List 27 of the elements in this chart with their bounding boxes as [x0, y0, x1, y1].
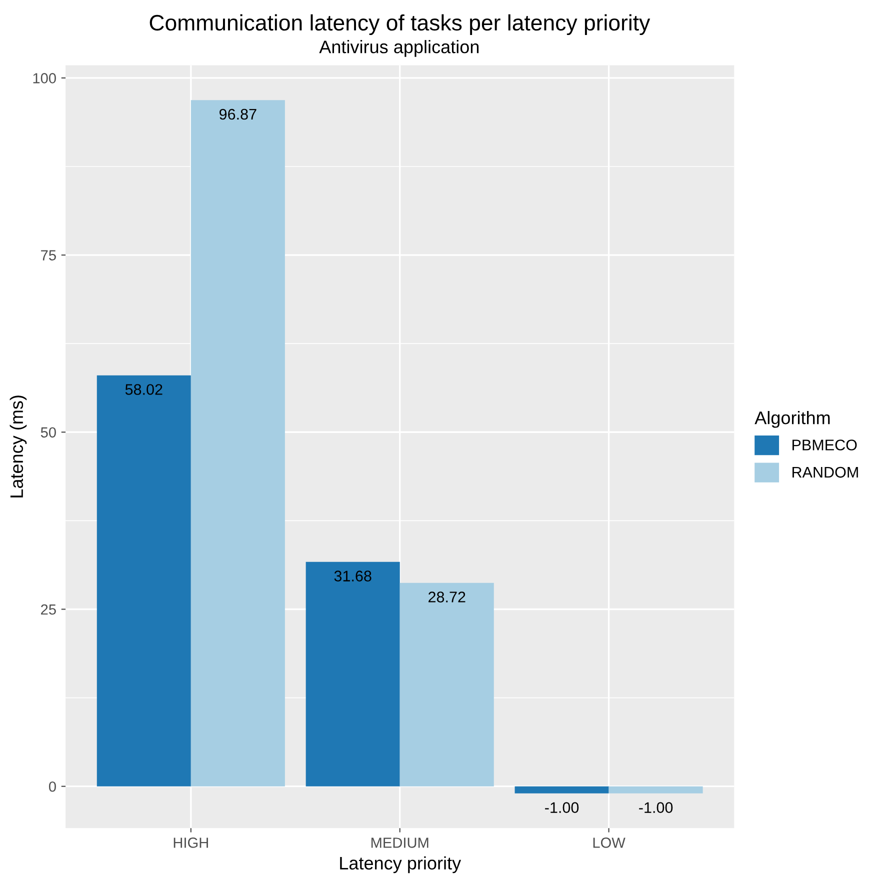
y-axis-title: Latency (ms)	[10, 396, 27, 498]
data-label: -1.00	[639, 802, 673, 813]
data-label: 31.68	[334, 570, 372, 582]
x-tick-label: HIGH	[174, 838, 208, 848]
legend-title: Algorithm	[754, 410, 830, 428]
data-label: -1.00	[545, 802, 579, 813]
data-label: 96.87	[220, 108, 256, 120]
legend-label: PBMECO	[792, 440, 857, 450]
bar	[608, 786, 703, 794]
bar	[400, 582, 494, 786]
bar	[190, 100, 285, 786]
y-tick-label: 100	[33, 73, 56, 84]
y-tick-label: 0	[48, 781, 56, 792]
bar	[514, 786, 609, 794]
bar	[306, 562, 400, 786]
chart-subtitle: Antivirus application	[319, 40, 479, 57]
chart-title: Communication latency of tasks per latency priority	[150, 14, 650, 36]
y-tick-label: 50	[40, 427, 56, 438]
y-tick-label: 75	[41, 250, 56, 260]
x-tick-label: LOW	[593, 838, 626, 848]
data-label: 28.72	[428, 592, 466, 602]
x-tick-label: MEDIUM	[371, 838, 428, 848]
x-axis-title: Latency priority	[340, 856, 462, 874]
bar	[96, 375, 191, 786]
legend-label: RANDOM	[792, 466, 858, 478]
y-tick-label: 25	[41, 604, 56, 615]
data-label: 58.02	[125, 384, 162, 395]
